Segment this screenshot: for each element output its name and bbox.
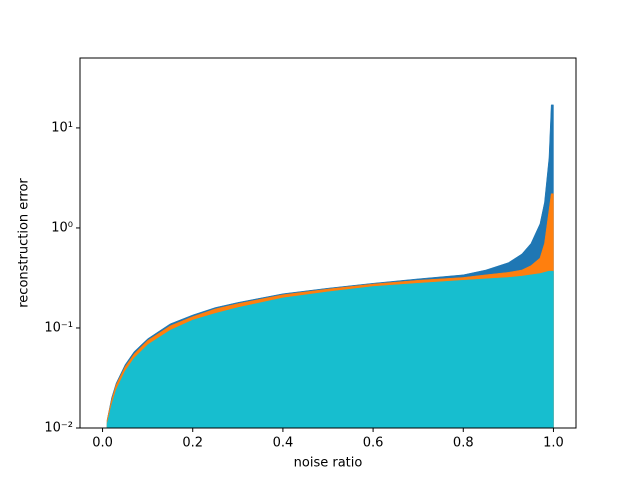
y-tick-label: 10⁻² — [44, 421, 73, 436]
y-tick-label: 10⁰ — [51, 220, 73, 235]
y-tick-label: 10¹ — [51, 120, 73, 135]
area — [106, 270, 554, 429]
x-axis-label: noise ratio — [294, 456, 363, 471]
y-tick-label: 10⁻¹ — [44, 320, 73, 335]
x-tick-label: 0.2 — [182, 436, 203, 451]
x-tick-label: 1.0 — [543, 436, 564, 451]
plot-frame — [79, 57, 577, 429]
x-tick-label: 0.4 — [273, 436, 294, 451]
x-tick-label: 0.6 — [363, 436, 384, 451]
x-tick-label: 0.8 — [453, 436, 474, 451]
y-axis-label: reconstruction error — [17, 178, 32, 308]
x-tick-label: 0.0 — [92, 436, 113, 451]
